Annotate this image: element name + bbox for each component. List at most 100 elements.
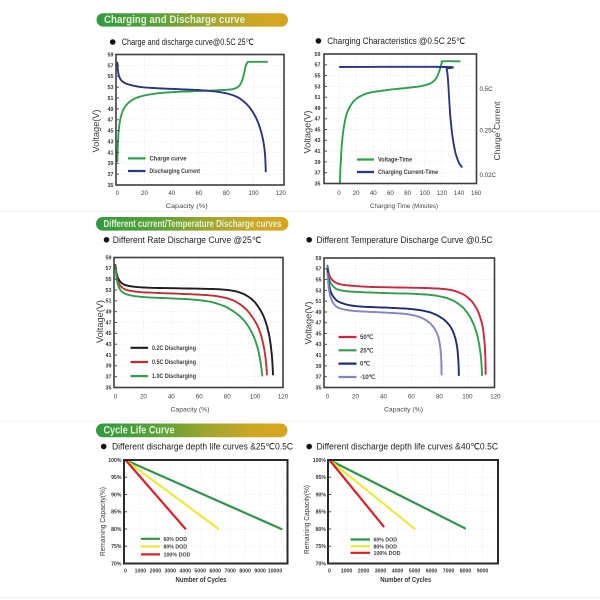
svg-text:39: 39 — [108, 161, 114, 167]
svg-text:49: 49 — [315, 106, 321, 112]
svg-text:9000: 9000 — [477, 569, 489, 575]
svg-text:51: 51 — [315, 95, 321, 101]
svg-text:70%: 70% — [111, 561, 122, 567]
svg-text:Charging Current-Time: Charging Current-Time — [378, 170, 439, 176]
svg-text:51: 51 — [108, 96, 114, 102]
svg-text:Different Rate Discharge Curve: Different Rate Discharge Curve @25℃ — [113, 235, 261, 245]
svg-text:20: 20 — [352, 394, 359, 401]
svg-text:47: 47 — [106, 320, 112, 326]
svg-text:39: 39 — [106, 364, 112, 370]
svg-text:100% DOD: 100% DOD — [164, 553, 191, 559]
svg-text:1000: 1000 — [135, 569, 147, 575]
svg-text:40: 40 — [168, 394, 175, 401]
svg-text:Voltage-Time: Voltage-Time — [378, 158, 413, 164]
svg-text:0.2C Discharging: 0.2C Discharging — [152, 345, 196, 352]
svg-text:80: 80 — [224, 394, 231, 401]
svg-text:0: 0 — [328, 569, 331, 575]
svg-text:160: 160 — [471, 190, 482, 197]
svg-text:6000: 6000 — [426, 569, 438, 575]
svg-text:Different discharge depth life: Different discharge depth life curves &2… — [112, 441, 293, 451]
svg-text:40: 40 — [370, 190, 377, 197]
svg-text:6000: 6000 — [209, 569, 221, 575]
svg-text:80%: 80% — [111, 527, 122, 533]
svg-text:100% DOD: 100% DOD — [374, 551, 401, 557]
svg-text:Voltage(V): Voltage(V) — [90, 110, 101, 153]
svg-text:Discharging Current: Discharging Current — [150, 168, 201, 175]
svg-text:140: 140 — [454, 190, 465, 197]
svg-text:75%: 75% — [111, 544, 122, 550]
svg-text:Charge curve: Charge curve — [150, 156, 188, 163]
svg-text:43: 43 — [316, 342, 322, 348]
svg-text:Voltage(V): Voltage(V) — [302, 111, 313, 154]
svg-text:75%: 75% — [316, 544, 327, 550]
svg-text:Capacity (%): Capacity (%) — [171, 406, 210, 413]
svg-text:35: 35 — [106, 385, 112, 391]
svg-text:53: 53 — [315, 84, 321, 90]
svg-text:41: 41 — [108, 150, 114, 156]
svg-text:Remaining Capacity(%): Remaining Capacity(%) — [100, 487, 107, 556]
svg-text:Number of Cycles: Number of Cycles — [380, 577, 431, 584]
svg-text:43: 43 — [106, 342, 112, 348]
svg-text:60: 60 — [196, 190, 203, 197]
svg-text:2000: 2000 — [358, 569, 370, 575]
svg-text:41: 41 — [106, 353, 112, 359]
svg-text:43: 43 — [108, 139, 114, 145]
svg-text:7000: 7000 — [224, 569, 236, 575]
svg-text:0: 0 — [337, 190, 341, 197]
svg-text:59: 59 — [315, 52, 321, 58]
svg-text:25℃: 25℃ — [360, 347, 374, 354]
svg-text:-10℃: -10℃ — [360, 374, 376, 381]
svg-text:0.25C: 0.25C — [480, 128, 497, 135]
svg-text:Charging and Discharge curve: Charging and Discharge curve — [104, 14, 245, 26]
svg-text:57: 57 — [108, 63, 114, 69]
svg-text:0: 0 — [124, 569, 127, 575]
svg-text:51: 51 — [106, 299, 112, 305]
svg-text:57: 57 — [106, 266, 112, 272]
svg-text:100%: 100% — [108, 458, 122, 464]
svg-text:43: 43 — [315, 138, 321, 144]
svg-text:4000: 4000 — [392, 569, 404, 575]
svg-text:45: 45 — [315, 127, 321, 133]
svg-text:70%: 70% — [316, 561, 327, 567]
svg-text:100: 100 — [250, 394, 261, 401]
svg-text:95%: 95% — [316, 475, 327, 481]
svg-text:8000: 8000 — [460, 569, 472, 575]
svg-text:Voltage(V): Voltage(V) — [94, 300, 105, 343]
svg-text:Voltage(V): Voltage(V) — [302, 302, 313, 345]
svg-text:53: 53 — [316, 288, 322, 294]
svg-text:49: 49 — [316, 310, 322, 316]
svg-text:60: 60 — [196, 394, 203, 401]
svg-text:41: 41 — [316, 353, 322, 359]
svg-text:Remaining Capacity(%): Remaining Capacity(%) — [304, 485, 311, 554]
svg-text:20: 20 — [141, 190, 148, 197]
svg-text:Different Temperature Discharg: Different Temperature Discharge Curve @0… — [317, 235, 493, 245]
svg-text:20: 20 — [353, 190, 360, 197]
svg-text:95%: 95% — [111, 475, 122, 481]
svg-text:Charging Time (Minutes): Charging Time (Minutes) — [370, 203, 438, 210]
svg-text:Number of Cycles: Number of Cycles — [176, 577, 227, 584]
svg-text:47: 47 — [315, 117, 321, 123]
svg-text:80: 80 — [404, 190, 411, 197]
svg-text:41: 41 — [315, 149, 321, 155]
svg-text:0.02C: 0.02C — [480, 172, 497, 179]
svg-text:80% DOD: 80% DOD — [164, 545, 188, 551]
svg-text:45: 45 — [108, 129, 114, 135]
svg-text:80%: 80% — [316, 527, 327, 533]
svg-text:60% DOD: 60% DOD — [164, 537, 188, 543]
svg-text:47: 47 — [108, 118, 114, 124]
svg-text:100: 100 — [248, 190, 259, 197]
svg-text:120: 120 — [490, 394, 501, 401]
svg-text:0: 0 — [116, 190, 120, 197]
svg-text:59: 59 — [108, 52, 114, 58]
svg-text:Charging Characteristics @0.5C: Charging Characteristics @0.5C 25℃ — [327, 36, 465, 46]
svg-text:37: 37 — [315, 171, 321, 177]
svg-text:Capacity (%): Capacity (%) — [384, 406, 423, 413]
svg-text:35: 35 — [315, 181, 321, 187]
svg-text:Cycle Life Curve: Cycle Life Curve — [104, 425, 175, 437]
svg-text:Different discharge depth life: Different discharge depth life curves &4… — [317, 441, 499, 451]
svg-text:0.5C: 0.5C — [480, 86, 494, 93]
svg-text:7000: 7000 — [443, 569, 455, 575]
svg-text:60: 60 — [387, 190, 394, 197]
svg-text:59: 59 — [316, 256, 322, 262]
svg-text:35: 35 — [316, 385, 322, 391]
